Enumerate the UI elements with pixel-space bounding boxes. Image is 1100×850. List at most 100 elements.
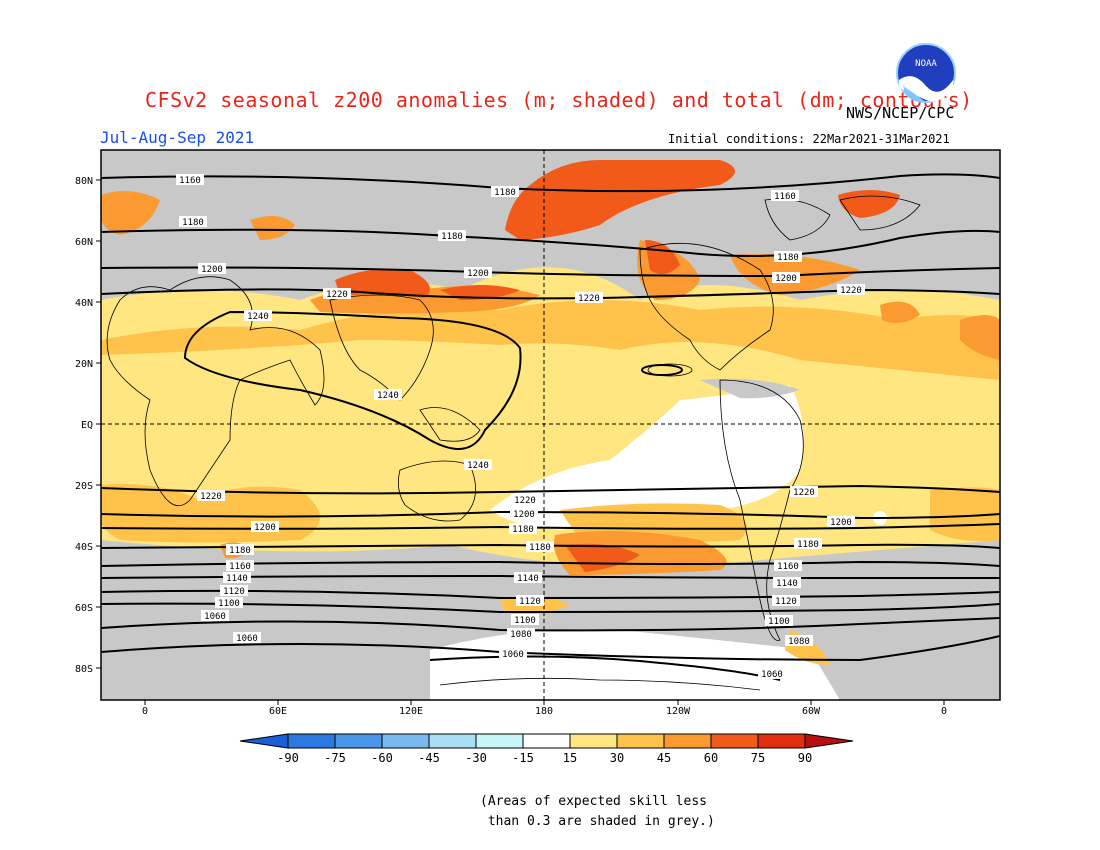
svg-text:1060: 1060 [204,612,226,622]
svg-text:1160: 1160 [777,562,799,572]
svg-text:1160: 1160 [774,192,796,202]
contour-label: 1100 [215,597,243,609]
colorbar-box [334,733,383,749]
colorbar-tick: -15 [512,751,534,765]
colorbar-box [475,733,524,749]
svg-text:1220: 1220 [840,286,862,296]
lon-label: 60E [269,706,287,717]
svg-text:1060: 1060 [761,670,783,680]
contour-label: 1160 [774,560,802,572]
lat-label: 80S [75,664,93,675]
contour-label: 1180 [179,216,207,228]
svg-text:1220: 1220 [326,290,348,300]
contour-lines [101,173,1000,681]
svg-text:1160: 1160 [179,176,201,186]
colorbar-tick: 15 [563,751,577,765]
svg-text:1120: 1120 [519,597,541,607]
svg-text:1220: 1220 [200,492,222,502]
contour-label: 1180 [509,523,537,535]
contour-label: 1160 [771,190,799,202]
contour-label: 1220 [837,284,865,296]
lon-label: 120E [399,706,423,717]
lat-label: 40N [75,298,93,309]
svg-text:1200: 1200 [513,510,535,520]
colorbar-tick: 30 [610,751,624,765]
contour-label: 1080 [507,628,535,640]
axis-ticks [96,179,945,705]
contour-label: 1140 [514,572,542,584]
contour-label: 1060 [233,632,261,644]
colorbar-tick: 90 [798,751,812,765]
colorbar-tick: -45 [418,751,440,765]
coastlines [106,195,921,691]
lon-label: 120W [666,706,691,717]
colorbar-tick-labels: -90 -75 -60 -45 -30 -15 15 30 45 60 75 90 [277,751,812,765]
colorbar-tick: -90 [277,751,299,765]
svg-text:1180: 1180 [777,253,799,263]
svg-text:1220: 1220 [578,294,600,304]
contour-label: 1120 [516,595,544,607]
contour-label: 1200 [464,267,492,279]
svg-text:1180: 1180 [797,540,819,550]
initial-conditions-label: Initial conditions: 22Mar2021-31Mar2021 [668,132,950,146]
colorbar-box [616,733,665,749]
colorbar: -90 -75 -60 -45 -30 -15 15 30 45 60 75 90 [239,733,854,765]
colorbar-arrow-right [804,733,854,749]
svg-text:1240: 1240 [377,391,399,401]
svg-text:1200: 1200 [467,269,489,279]
colorbar-tick: -60 [371,751,393,765]
map-border [100,149,1001,701]
contour-label: 1200 [772,272,800,284]
contour-label: 1060 [201,610,229,622]
lon-label: 180 [535,706,553,717]
lat-label: 60S [75,603,93,614]
svg-text:1100: 1100 [768,617,790,627]
svg-text:1180: 1180 [529,543,551,553]
svg-text:1240: 1240 [247,312,269,322]
contour-label: 1180 [794,538,822,550]
colorbar-box [381,733,430,749]
svg-text:1200: 1200 [830,518,852,528]
contour-label: 1120 [772,595,800,607]
colorbar-tick: -75 [324,751,346,765]
contour-label: 1240 [244,310,272,322]
contour-label: 1100 [511,614,539,626]
contour-label: 1180 [774,251,802,263]
contour-label: 1120 [220,585,248,597]
lat-label: 80N [75,176,93,187]
lat-label: 20S [75,481,93,492]
contour-label: 1180 [526,541,554,553]
svg-text:1140: 1140 [226,574,248,584]
svg-text:1200: 1200 [201,265,223,275]
lon-label: 0 [142,706,148,717]
agency-label: NWS/NCEP/CPC [846,104,955,122]
skill-note: (Areas of expected skill less than 0.3 a… [480,794,715,829]
map-field [101,150,1000,700]
colorbar-tick: 60 [704,751,718,765]
contour-label: 1180 [438,230,466,242]
contour-label: 1160 [226,560,254,572]
logo-text: NOAA [915,59,937,69]
svg-text:1120: 1120 [223,587,245,597]
svg-text:1140: 1140 [776,579,798,589]
svg-text:1180: 1180 [182,218,204,228]
contour-label: 1240 [374,389,402,401]
map-title: CFSv2 seasonal z200 anomalies (m; shaded… [145,88,973,112]
lat-label: EQ [81,420,93,431]
contour-label: 1220 [511,494,539,506]
season-label: Jul-Aug-Sep 2021 [100,128,255,147]
colorbar-arrow-left [239,733,289,749]
contour-label: 1180 [226,544,254,556]
svg-text:1140: 1140 [517,574,539,584]
contour-label: 1100 [765,615,793,627]
lon-label: 0 [941,706,947,717]
contour-label: 1200 [827,516,855,528]
svg-text:1060: 1060 [502,650,524,660]
svg-text:1180: 1180 [441,232,463,242]
lat-label: 60N [75,237,93,248]
contour-label: 1220 [790,486,818,498]
contour-label: 1220 [323,288,351,300]
contour-label: 1080 [785,635,813,647]
svg-text:1220: 1220 [793,488,815,498]
